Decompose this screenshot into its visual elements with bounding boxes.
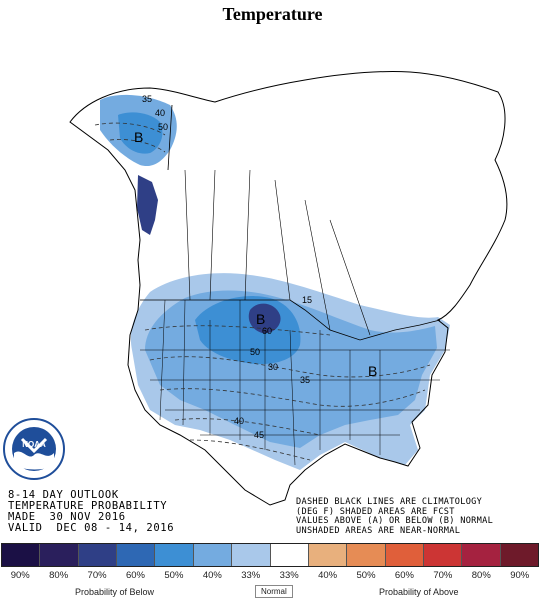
normal-caption: Normal bbox=[255, 585, 293, 598]
alaska-border bbox=[167, 104, 173, 171]
iso-label: 35 bbox=[142, 94, 152, 104]
note-line4: UNSHADED AREAS ARE NEAR-NORMAL bbox=[296, 525, 461, 536]
continent-outline bbox=[69, 70, 508, 506]
legend-swatch bbox=[423, 544, 463, 566]
iso-label: 40 bbox=[155, 108, 165, 118]
climatology-lines bbox=[94, 122, 431, 461]
legend-notes: DASHED BLACK LINES ARE CLIMATOLOGY (DEG F… bbox=[296, 497, 494, 536]
legend-swatch bbox=[385, 544, 424, 566]
legend-swatch bbox=[347, 544, 386, 566]
iso-label: 50 bbox=[250, 347, 260, 357]
legend-tick-label: 33% bbox=[279, 570, 299, 581]
legend-tick-label: 60% bbox=[125, 570, 145, 581]
legend-tick-label: 50% bbox=[356, 570, 376, 581]
outlook-line4: VALID DEC 08 - 14, 2016 bbox=[8, 522, 175, 534]
legend-tick-label: 60% bbox=[394, 570, 414, 581]
alaska-b-label: B bbox=[134, 129, 143, 145]
iso-label: 60 bbox=[262, 326, 272, 336]
legend-swatch bbox=[117, 544, 156, 566]
province-lines bbox=[184, 169, 371, 336]
note-line2: (DEG F) SHADED AREAS ARE FCST bbox=[296, 506, 455, 517]
note-line3: VALUES ABOVE (A) OR BELOW (B) NORMAL bbox=[296, 516, 494, 527]
below-70-region bbox=[248, 303, 281, 334]
iso-label: 40 bbox=[234, 416, 244, 426]
iso-label: 15 bbox=[302, 295, 312, 305]
legend-tick-label: 90% bbox=[510, 570, 530, 581]
probability-below-caption: Probability of Below bbox=[75, 587, 155, 597]
iso-label: 30 bbox=[268, 362, 278, 372]
outlook-info: 8-14 DAY OUTLOOK TEMPERATURE PROBABILITY M… bbox=[8, 490, 174, 534]
legend-tick-label: 70% bbox=[433, 570, 453, 581]
iso-label: 35 bbox=[300, 375, 310, 385]
noaa-logo: NOAA bbox=[3, 418, 65, 480]
legend-swatch bbox=[193, 544, 233, 566]
iso-label: 50 bbox=[158, 122, 168, 132]
legend-swatch bbox=[462, 544, 501, 566]
legend-swatch bbox=[2, 544, 41, 566]
legend-swatch bbox=[155, 544, 194, 566]
coast-below-strip bbox=[137, 175, 158, 235]
legend-swatch bbox=[40, 544, 79, 566]
plains-b-label: B bbox=[256, 311, 265, 327]
legend-swatch bbox=[78, 544, 118, 566]
legend-tick-label: 80% bbox=[49, 570, 69, 581]
legend-tick-label: 50% bbox=[164, 570, 184, 581]
legend-tick-label: 40% bbox=[202, 570, 222, 581]
state-lines bbox=[140, 299, 450, 466]
probability-tick-labels: 90% 80% 70% 60% 50% 40% 33% 33% 40% 50% 60% 70% 80% 9… bbox=[1, 570, 539, 581]
legend-tick-label: 80% bbox=[471, 570, 491, 581]
outlook-line3: MADE 30 NOV 2016 bbox=[8, 511, 126, 523]
legend-tick-label: 90% bbox=[10, 570, 30, 581]
legend-tick-label: 70% bbox=[87, 570, 107, 581]
map-title: Temperature bbox=[222, 4, 323, 24]
alaska-below-core bbox=[118, 112, 163, 154]
east-b-label: B bbox=[368, 363, 377, 379]
probability-above-caption: Probability of Above bbox=[379, 587, 459, 597]
us-canada-border bbox=[140, 299, 441, 341]
legend-swatch bbox=[500, 544, 539, 566]
outlook-line1: 8-14 DAY OUTLOOK bbox=[8, 489, 119, 501]
legend-tick-label: 40% bbox=[318, 570, 338, 581]
legend-tick-label: 33% bbox=[241, 570, 261, 581]
outlook-line2: TEMPERATURE PROBABILITY bbox=[8, 500, 168, 512]
temperature-outlook-map: B B B 35 40 50 15 60 50 30 35 40 45 bbox=[69, 70, 508, 506]
note-line1: DASHED BLACK LINES ARE CLIMATOLOGY bbox=[296, 497, 483, 507]
noaa-logo-text: NOAA bbox=[22, 440, 46, 449]
legend-swatch bbox=[270, 544, 309, 566]
legend-swatch bbox=[232, 544, 271, 566]
probability-color-bar bbox=[1, 543, 539, 567]
legend-swatch bbox=[308, 544, 348, 566]
iso-label: 45 bbox=[254, 430, 264, 440]
